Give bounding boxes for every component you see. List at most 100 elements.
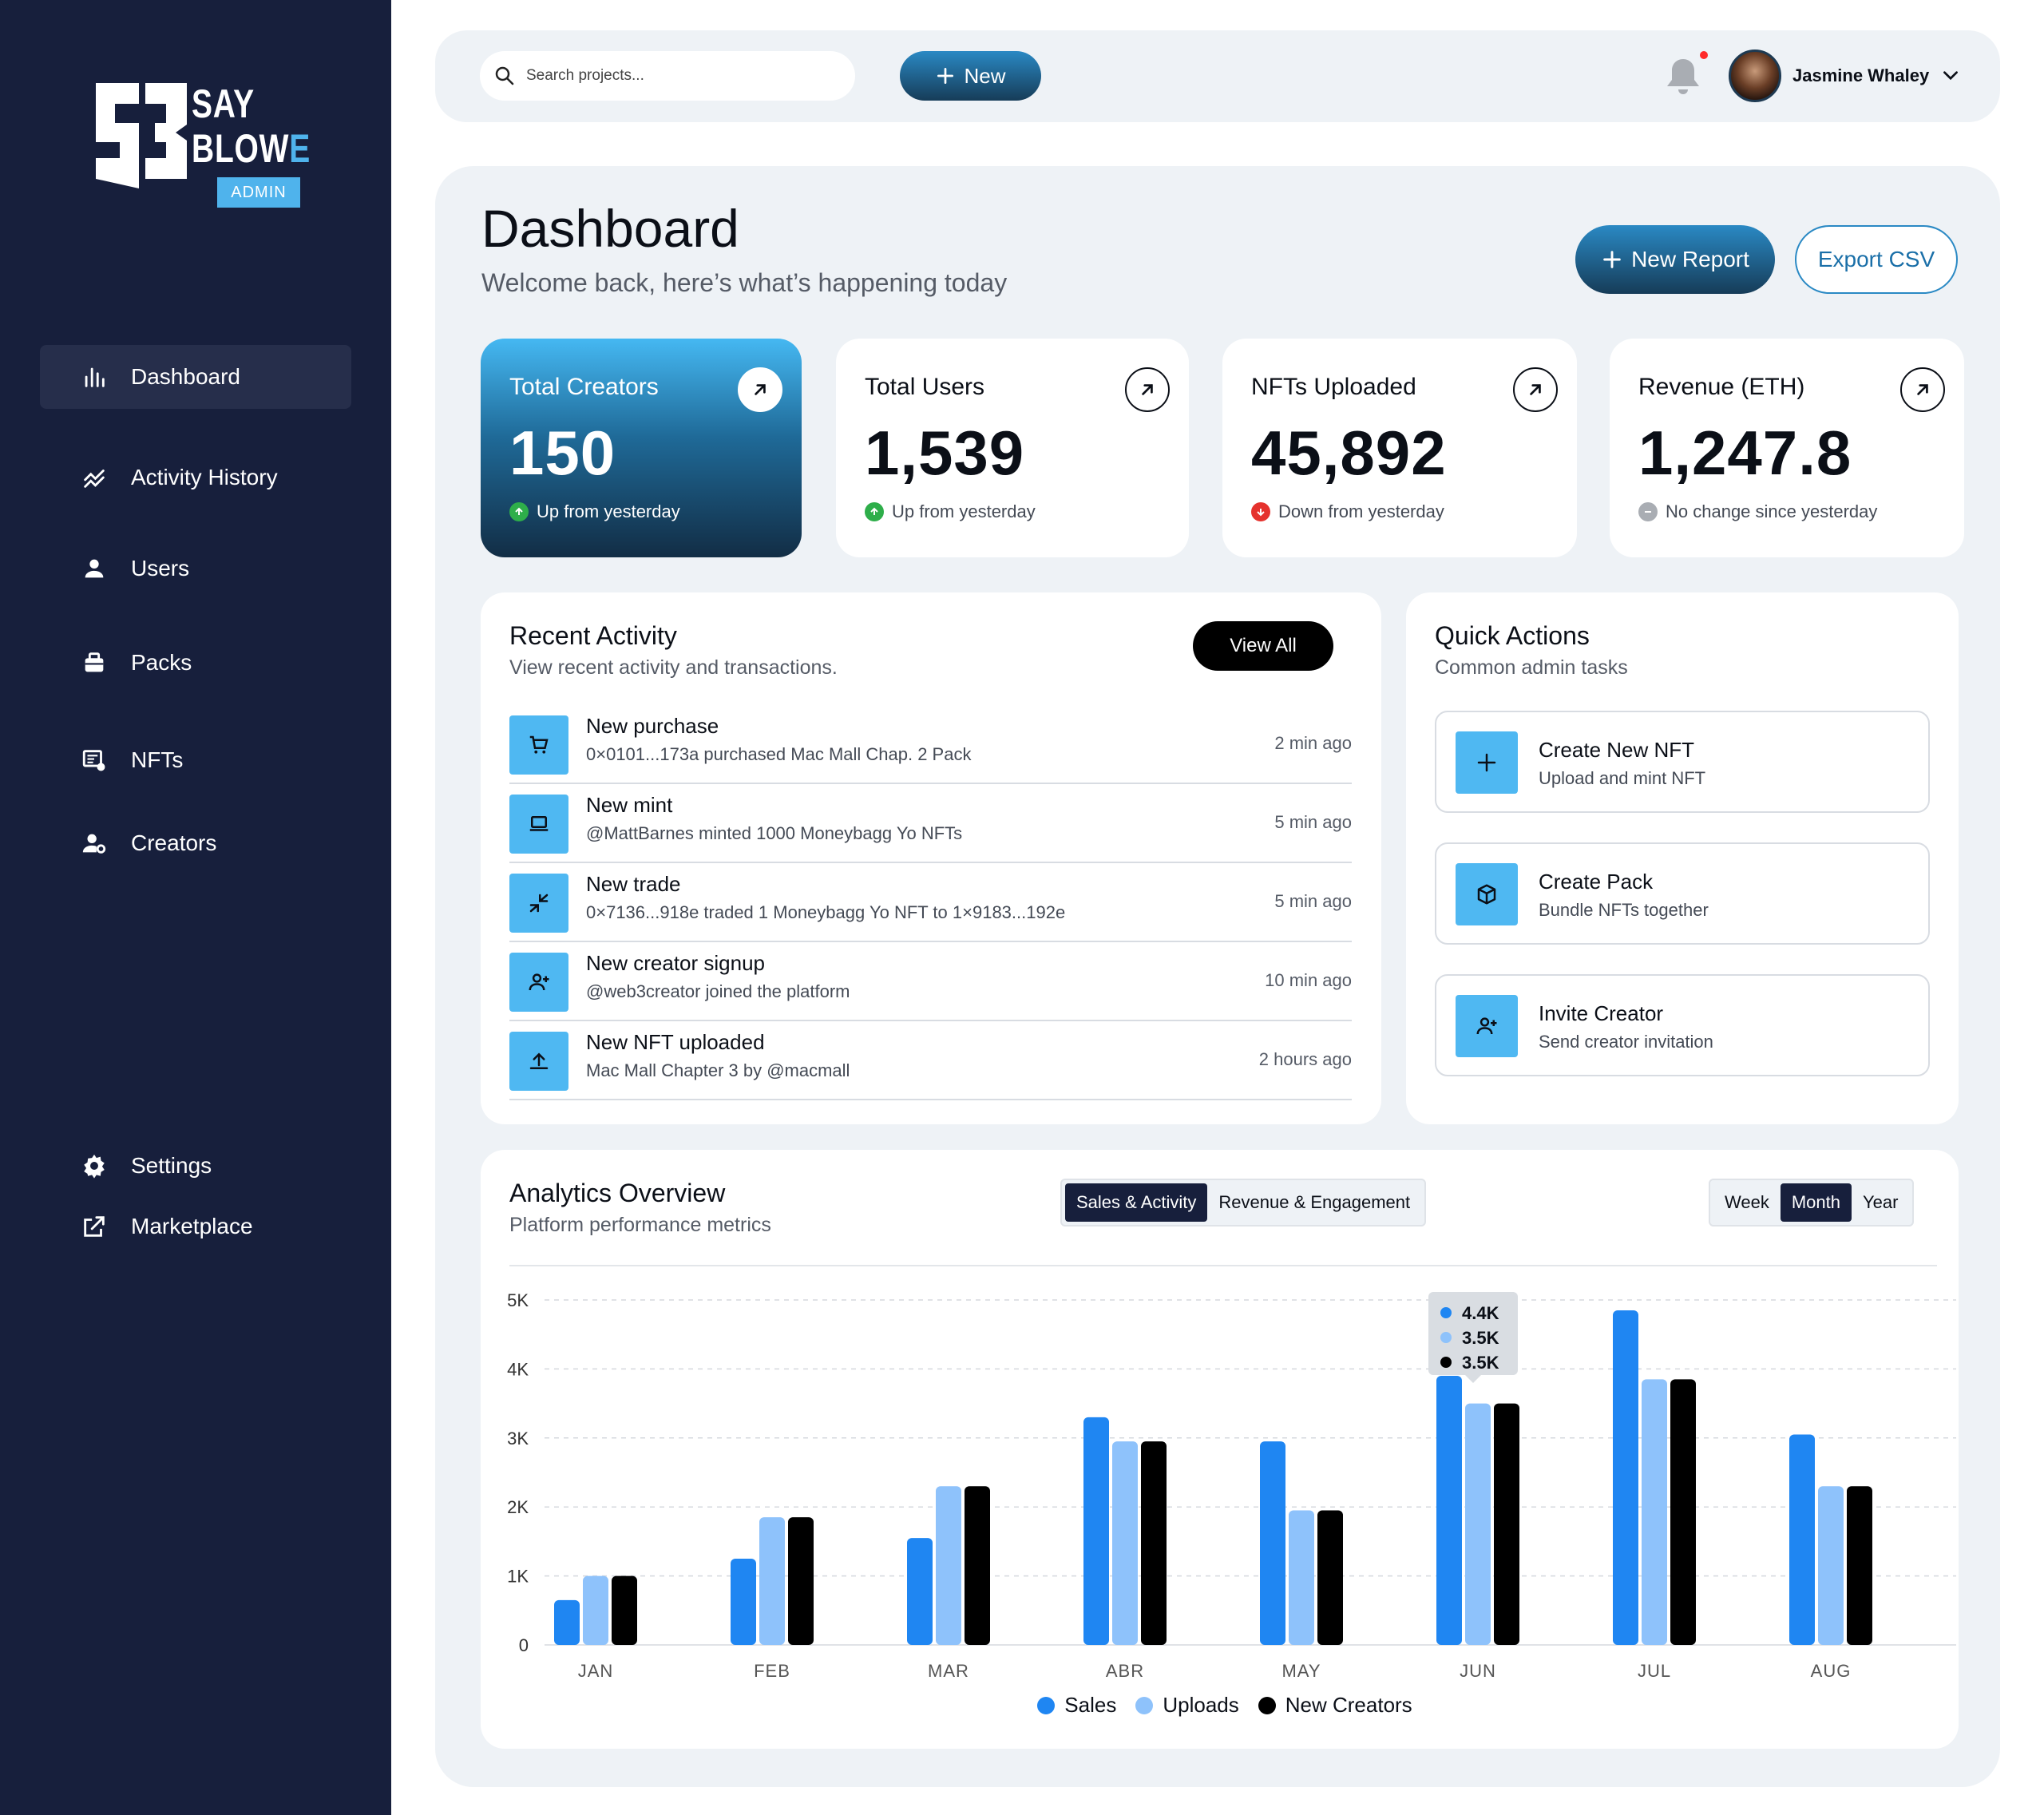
- sidebar-item-settings[interactable]: Settings: [40, 1134, 351, 1198]
- user-menu[interactable]: Jasmine Whaley: [1729, 50, 1961, 102]
- activity-title: New trade: [586, 872, 681, 896]
- quick-action-create-nft[interactable]: Create New NFT Upload and mint NFT: [1435, 711, 1930, 813]
- bar-uploads: [759, 1517, 785, 1645]
- stat-note-text: Up from yesterday: [537, 501, 680, 521]
- card-subtitle: Platform performance metrics: [509, 1214, 771, 1236]
- user-plus-icon: [509, 953, 568, 1012]
- tab-sales-activity[interactable]: Sales & Activity: [1065, 1183, 1208, 1222]
- arrow-up-right-icon[interactable]: [738, 367, 782, 412]
- quick-action-title: Invite Creator: [1539, 1001, 1664, 1025]
- arrow-up-right-icon[interactable]: [1125, 367, 1170, 412]
- stat-note: Up from yesterday: [509, 501, 680, 522]
- laptop-icon: [509, 795, 568, 854]
- notification-dot: [1700, 51, 1708, 59]
- activity-item[interactable]: New NFT uploaded Mac Mall Chapter 3 by @…: [509, 1020, 1352, 1100]
- stat-card-revenue[interactable]: Revenue (ETH) 1,247.8 No change since ye…: [1610, 339, 1964, 557]
- sidebar-item-packs[interactable]: Packs: [40, 631, 351, 695]
- bar-uploads: [583, 1575, 608, 1645]
- bar-new-creators: [1494, 1403, 1519, 1645]
- activity-desc: @MattBarnes minted 1000 Moneybagg Yo NFT…: [586, 823, 963, 843]
- stat-value: 1,247.8: [1638, 418, 1852, 488]
- range-month[interactable]: Month: [1780, 1183, 1852, 1222]
- x-tick-label: MAR: [928, 1661, 969, 1681]
- tab-revenue-engagement[interactable]: Revenue & Engagement: [1218, 1192, 1411, 1212]
- sidebar-item-label: Users: [131, 556, 190, 581]
- sidebar-item-creators[interactable]: Creators: [40, 811, 351, 875]
- sidebar-item-label: Settings: [131, 1153, 212, 1178]
- arrow-up-right-icon[interactable]: [1900, 367, 1945, 412]
- bar-uploads: [936, 1486, 961, 1645]
- bar-uploads: [1465, 1403, 1491, 1645]
- bar-uploads: [1289, 1510, 1314, 1645]
- activity-item[interactable]: New mint @MattBarnes minted 1000 Moneyba…: [509, 783, 1352, 863]
- arrow-up-circle-icon: [865, 502, 884, 521]
- cube-icon: [1456, 863, 1518, 925]
- legend-label: Sales: [1064, 1693, 1117, 1717]
- sidebar-item-dashboard[interactable]: Dashboard: [40, 345, 351, 409]
- activity-item[interactable]: New creator signup @web3creator joined t…: [509, 941, 1352, 1021]
- cart-icon: [509, 715, 568, 775]
- bar-sales: [1260, 1441, 1285, 1645]
- legend-item[interactable]: Sales: [1037, 1693, 1116, 1718]
- notification-bell-icon[interactable]: [1663, 54, 1703, 99]
- trend-icon: [77, 460, 112, 495]
- bar-new-creators: [1847, 1486, 1872, 1645]
- bar-sales: [1613, 1310, 1638, 1645]
- page-subtitle: Welcome back, here’s what’s happening to…: [481, 268, 1008, 297]
- range-toggle-group: Week Month Year: [1709, 1179, 1915, 1227]
- activity-time: 2 hours ago: [1258, 1049, 1352, 1069]
- stat-note-text: No change since yesterday: [1666, 501, 1878, 521]
- arrow-up-right-icon[interactable]: [1513, 367, 1558, 412]
- search-icon: [495, 66, 514, 85]
- sidebar-item-marketplace[interactable]: Marketplace: [40, 1195, 351, 1258]
- range-week[interactable]: Week: [1725, 1192, 1769, 1212]
- recent-activity-card: Recent Activity View recent activity and…: [481, 592, 1381, 1124]
- gear-icon: [77, 1148, 112, 1183]
- legend-label: New Creators: [1285, 1693, 1412, 1717]
- y-tick-label: 4K: [507, 1359, 529, 1379]
- stat-label: NFTs Uploaded: [1251, 374, 1416, 400]
- sidebar-item-label: Packs: [131, 650, 192, 675]
- x-tick-label: JUL: [1638, 1661, 1671, 1681]
- quick-action-desc: Upload and mint NFT: [1539, 768, 1706, 788]
- stat-value: 45,892: [1251, 418, 1447, 488]
- bar-new-creators: [965, 1486, 990, 1645]
- tooltip-swatch: [1440, 1332, 1452, 1343]
- chart-legend: Sales Uploads New Creators: [481, 1693, 1969, 1718]
- new-report-button[interactable]: New Report: [1575, 225, 1775, 294]
- stat-card-nfts-uploaded[interactable]: NFTs Uploaded 45,892 Down from yesterday: [1222, 339, 1577, 557]
- stat-card-total-users[interactable]: Total Users 1,539 Up from yesterday: [836, 339, 1189, 557]
- quick-action-desc: Send creator invitation: [1539, 1032, 1713, 1052]
- logo-line1: SAY: [192, 81, 255, 126]
- activity-title: New creator signup: [586, 951, 765, 975]
- y-tick-label: 3K: [507, 1429, 529, 1448]
- legend-item[interactable]: New Creators: [1258, 1693, 1412, 1718]
- sidebar-item-nfts[interactable]: NFTs: [40, 728, 351, 792]
- stat-card-total-creators[interactable]: Total Creators 150 Up from yesterday: [481, 339, 802, 557]
- page-title: Dashboard: [481, 199, 739, 258]
- brand-logo[interactable]: SAY BLOWE ADMIN: [89, 77, 313, 212]
- activity-item[interactable]: New purchase 0×0101...173a purchased Mac…: [509, 704, 1352, 784]
- sidebar-item-activity-history[interactable]: Activity History: [40, 446, 351, 509]
- y-tick-label: 1K: [507, 1567, 529, 1587]
- activity-desc: 0×0101...173a purchased Mac Mall Chap. 2…: [586, 744, 972, 764]
- quick-action-title: Create New NFT: [1539, 738, 1695, 762]
- quick-action-create-pack[interactable]: Create Pack Bundle NFTs together: [1435, 842, 1930, 945]
- view-all-button[interactable]: View All: [1193, 621, 1333, 671]
- new-button[interactable]: New: [900, 51, 1041, 101]
- quick-action-desc: Bundle NFTs together: [1539, 900, 1709, 920]
- search-box[interactable]: [480, 51, 855, 101]
- quick-action-invite-creator[interactable]: Invite Creator Send creator invitation: [1435, 974, 1930, 1076]
- export-csv-button[interactable]: Export CSV: [1795, 225, 1958, 294]
- sidebar-item-users[interactable]: Users: [40, 537, 351, 600]
- legend-item[interactable]: Uploads: [1135, 1693, 1239, 1718]
- quick-action-title: Create Pack: [1539, 870, 1654, 894]
- activity-item[interactable]: New trade 0×7136...918e traded 1 Moneyba…: [509, 862, 1352, 942]
- range-year[interactable]: Year: [1863, 1192, 1899, 1212]
- search-input[interactable]: [526, 67, 830, 85]
- sidebar-item-label: Marketplace: [131, 1214, 253, 1238]
- bar-uploads: [1112, 1441, 1138, 1645]
- activity-desc: @web3creator joined the platform: [586, 981, 850, 1001]
- chart-tab-group: Sales & Activity Revenue & Engagement: [1060, 1179, 1427, 1227]
